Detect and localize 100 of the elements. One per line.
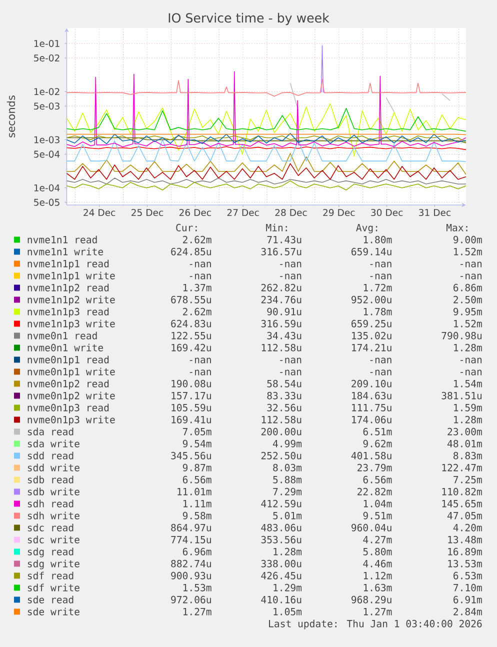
text: Avg: [356,224,378,234]
text: 9.51m [363,512,392,520]
text: 11.01m [178,488,212,496]
text: -nan [280,262,302,268]
legend-label: sdg write [28,560,80,570]
text: 412.59u [261,500,302,508]
legend-label: sdd write [28,464,80,472]
y-tick-label: 1e-03 [34,136,60,144]
text: 381.51u [442,392,482,400]
legend-label: sdf write [28,584,80,592]
y-tick-label: 5e-04 [34,150,60,158]
legend-label: sdb write [28,488,80,496]
text: 8.03m [273,464,302,472]
text: -nan [460,274,482,280]
text: 174.21u [352,344,392,352]
legend-label: sdb read [28,476,74,484]
text: 252.50u [261,452,302,460]
y-axis-title: seconds [6,96,16,138]
text: 1.59m [454,404,482,412]
text: 209.10u [352,380,392,388]
text: 7.05m [182,428,212,436]
text: 16.89m [448,548,482,556]
text: -nan [190,370,211,376]
text: 47.05m [447,512,482,520]
text: -nan [280,370,302,376]
text: 426.45u [261,572,302,580]
y-tick-label: 1e-04 [34,184,60,192]
text: -nan [190,262,211,268]
text: -nan [280,274,302,280]
legend-label: sdg read [28,548,74,558]
legend-label: sda read [28,428,74,436]
text: 58.54u [267,380,302,388]
text: -nan [460,262,482,268]
text: 1.54m [454,380,482,388]
legend-label: sdc read [28,524,74,532]
text: 234.76u [261,296,302,304]
text: 174.06u [352,416,392,424]
text: 112.58u [262,416,302,424]
text: 968.29u [352,596,392,604]
text: 9.62m [363,440,392,448]
text: 262.82u [261,284,302,292]
text: 6.86m [454,284,482,292]
text: 71.43u [267,236,302,244]
legend-label: sda write [28,440,80,448]
text: -nan [370,358,392,364]
text: 1.27m [364,608,392,616]
text: 2.62m [183,308,212,316]
text: 122.55u [172,332,211,340]
legend-label: nvme0n1p2 read [28,380,109,390]
text: 200.00u [261,428,302,436]
text: 5.80m [363,548,392,556]
text: 1.11m [183,500,212,508]
legend-label: nvme1n1p1 write [28,272,115,282]
text: 1.05m [274,608,302,616]
text: 1.28m [274,548,302,556]
text: 353.56u [261,536,302,544]
text: Cur: [176,224,197,232]
legend-label: nvme1n1 write [28,248,104,256]
text: 1.63m [364,584,392,592]
legend-label: sdd read [28,452,74,460]
text: 13.53m [448,560,482,568]
text: 34.43u [267,332,302,340]
text: 6.56m [182,476,212,484]
legend-label: nvme0n1p1 read [28,356,109,366]
text: 1.53m [183,584,212,592]
text: -nan [190,274,211,280]
text: 882.74u [171,560,211,568]
text: 122.47m [442,464,482,472]
text: 6.56m [363,476,392,484]
y-tick-label: 5e-03 [34,102,60,110]
legend-label: sdh write [28,512,80,520]
text: 659.14u [352,248,392,256]
text: 401.58u [351,452,392,460]
text: 5.88m [273,476,302,484]
legend-label: sde read [28,596,74,604]
text: 624.83u [171,320,211,328]
text: 6.51m [363,428,392,436]
text: -nan [190,358,211,364]
line-series [66,180,466,190]
text: 900.93u [171,572,211,580]
text: 112.58u [262,344,302,352]
legend-label: nvme0n1p1 write [28,368,115,378]
text: 316.57u [261,248,302,256]
text: 1.04m [364,500,392,508]
legend-label: nvme1n1p2 write [28,296,115,306]
text: Last update: Thu Jan 1 03:40:00 2026 [269,620,482,630]
legend-label: nvme1n1p1 read [28,260,109,270]
text: 1.52m [454,320,482,328]
x-tick-label: 30 Dec [371,209,403,216]
text: -nan [370,370,392,376]
text: -nan [460,358,482,364]
text: 145.65m [442,500,482,508]
x-tick-label: 28 Dec [275,209,307,216]
text: 678.55u [171,296,211,304]
text: 4.99m [272,440,302,448]
text: 2.84m [454,608,482,616]
text: 1.12m [364,572,392,580]
text: 5.01m [273,512,302,520]
text: 7.29m [273,488,302,496]
line-series [66,103,466,157]
